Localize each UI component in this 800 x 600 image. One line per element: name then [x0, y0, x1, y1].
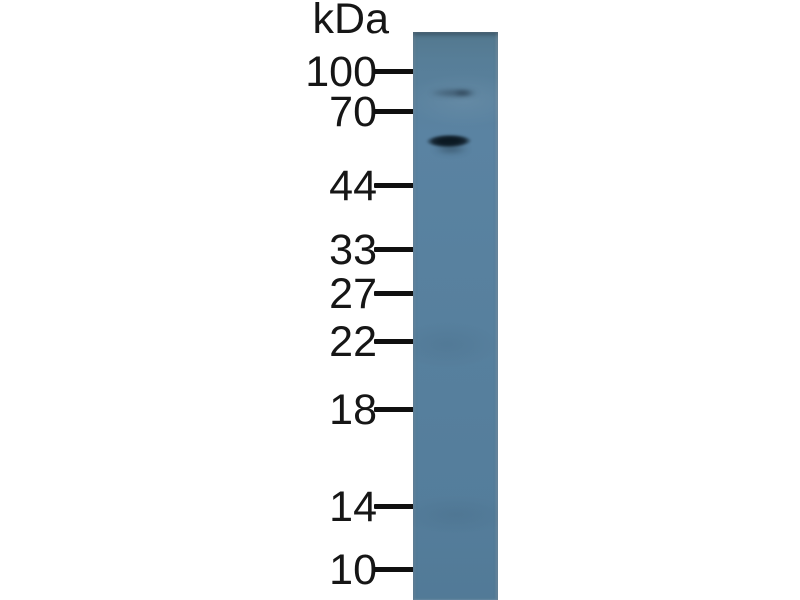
upper-faint-band-dark-segment — [449, 89, 477, 97]
marker-row-44: 44 — [0, 164, 420, 208]
marker-tick-22 — [374, 339, 415, 344]
marker-row-33: 33 — [0, 228, 420, 272]
marker-label-18: 18 — [329, 386, 377, 434]
marker-tick-14 — [374, 504, 415, 509]
marker-tick-44 — [374, 183, 415, 188]
marker-row-14: 14 — [0, 485, 420, 529]
marker-row-22: 22 — [0, 320, 420, 364]
marker-tick-27 — [374, 291, 415, 296]
marker-label-44: 44 — [329, 162, 377, 210]
marker-tick-18 — [374, 407, 415, 412]
marker-row-18: 18 — [0, 388, 420, 432]
marker-row-10: 10 — [0, 548, 420, 592]
blot-lane — [413, 32, 498, 600]
marker-tick-10 — [374, 567, 415, 572]
marker-label-10: 10 — [329, 546, 377, 594]
main-band-smear — [427, 144, 475, 157]
marker-label-27: 27 — [329, 270, 377, 318]
marker-row-27: 27 — [0, 272, 420, 316]
marker-tick-33 — [374, 247, 415, 252]
marker-label-70: 70 — [329, 88, 377, 136]
unit-label: kDa — [312, 0, 389, 43]
marker-row-100: 100 — [0, 50, 420, 94]
marker-label-100: 100 — [305, 48, 377, 96]
marker-label-22: 22 — [329, 318, 377, 366]
marker-tick-100 — [374, 69, 415, 74]
marker-tick-70 — [374, 109, 415, 114]
marker-row-70: 70 — [0, 90, 420, 134]
marker-label-33: 33 — [329, 226, 377, 274]
membrane-texture — [413, 32, 498, 600]
marker-label-14: 14 — [329, 483, 377, 531]
